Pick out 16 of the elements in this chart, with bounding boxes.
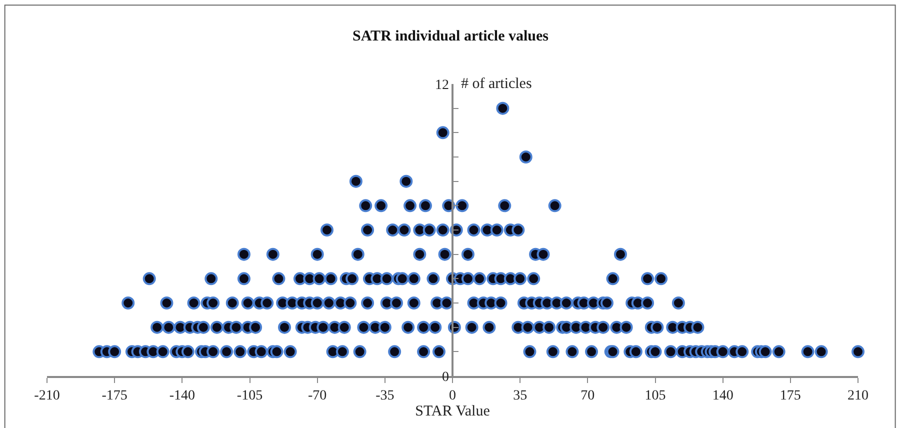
x-tick-label: 105: [644, 388, 666, 404]
x-tick-label: -140: [169, 388, 196, 404]
x-tick-label: -175: [102, 388, 128, 404]
x-tick-label: 70: [580, 388, 595, 404]
x-tick-label: -70: [308, 388, 327, 404]
x-tick-label: -35: [376, 388, 394, 404]
x-tick-label: 140: [712, 388, 734, 404]
x-tick-label: -210: [34, 388, 60, 404]
x-axis-title: STAR Value: [415, 404, 490, 420]
x-tick-label: 35: [513, 388, 528, 404]
chart-title: SATR individual article values: [352, 28, 549, 44]
y-axis-title: # of articles: [461, 76, 532, 92]
x-tick-label: 175: [780, 388, 801, 404]
x-tick-label: -105: [236, 388, 263, 404]
y-tick-label: 12: [434, 78, 449, 93]
x-tick-label: 210: [848, 388, 868, 404]
